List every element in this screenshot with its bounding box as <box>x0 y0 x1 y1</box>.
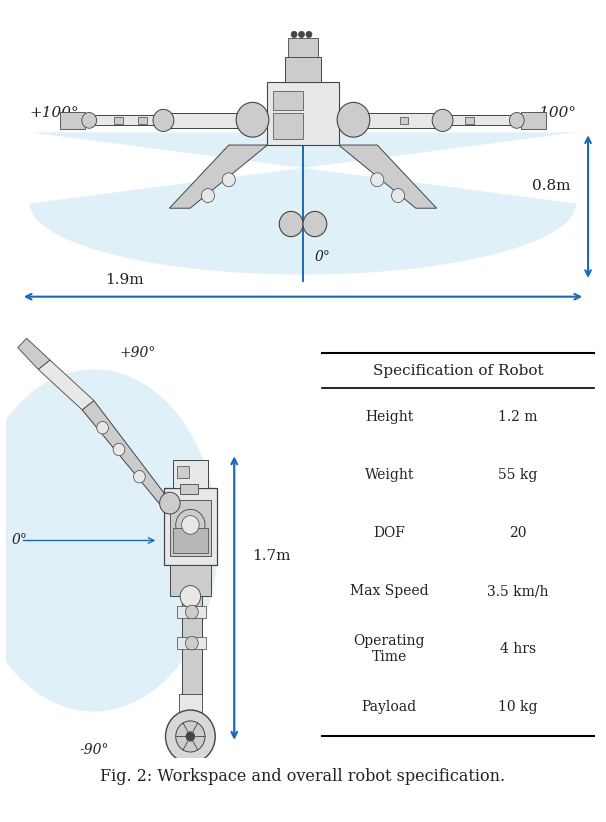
Bar <box>177 637 207 649</box>
Polygon shape <box>339 145 437 208</box>
Circle shape <box>201 188 215 202</box>
Bar <box>179 695 202 712</box>
Circle shape <box>97 422 108 434</box>
Bar <box>59 112 85 129</box>
Circle shape <box>391 188 405 202</box>
Bar <box>173 528 208 553</box>
Text: 0.8m: 0.8m <box>531 179 570 193</box>
Circle shape <box>159 492 180 514</box>
Text: 3.5 km/h: 3.5 km/h <box>487 584 549 598</box>
Bar <box>138 117 147 124</box>
Polygon shape <box>38 360 94 410</box>
Bar <box>177 466 189 478</box>
Circle shape <box>82 113 96 128</box>
Text: DOF: DOF <box>373 526 405 540</box>
Ellipse shape <box>0 369 218 712</box>
Circle shape <box>432 109 453 132</box>
Circle shape <box>176 721 205 752</box>
Polygon shape <box>18 339 50 369</box>
Text: 20: 20 <box>509 526 527 540</box>
Circle shape <box>279 211 303 237</box>
Bar <box>285 57 321 82</box>
Circle shape <box>182 515 199 534</box>
Circle shape <box>180 585 201 607</box>
Text: +90°: +90° <box>119 346 156 360</box>
Bar <box>362 113 437 127</box>
Bar <box>267 82 339 145</box>
Polygon shape <box>170 145 267 208</box>
Text: +100°: +100° <box>30 106 79 121</box>
Bar <box>288 38 318 57</box>
Bar <box>451 115 511 126</box>
Text: -90°: -90° <box>79 743 108 757</box>
Bar <box>170 500 211 556</box>
Bar <box>164 487 217 566</box>
Circle shape <box>510 113 524 128</box>
Bar <box>177 606 207 618</box>
Text: 1.7m: 1.7m <box>252 549 290 563</box>
Circle shape <box>165 710 215 763</box>
Circle shape <box>303 211 327 237</box>
Circle shape <box>371 173 384 187</box>
Bar <box>180 484 198 494</box>
Text: 55 kg: 55 kg <box>498 469 538 483</box>
Bar <box>273 91 303 110</box>
Circle shape <box>306 31 312 38</box>
Text: 1.9m: 1.9m <box>105 273 144 287</box>
Text: 0°: 0° <box>12 533 28 547</box>
Circle shape <box>186 732 195 741</box>
Text: Max Speed: Max Speed <box>350 584 428 598</box>
Bar <box>170 113 244 127</box>
Text: Specification of Robot: Specification of Robot <box>373 363 544 377</box>
Text: Payload: Payload <box>362 700 417 714</box>
Text: Height: Height <box>365 410 413 424</box>
Text: Operating
Time: Operating Time <box>353 635 425 664</box>
Circle shape <box>337 103 370 137</box>
Circle shape <box>222 173 235 187</box>
Circle shape <box>133 470 145 483</box>
Bar <box>182 597 202 696</box>
Text: 1.2 m: 1.2 m <box>498 410 538 424</box>
Bar <box>170 566 211 597</box>
Polygon shape <box>82 400 167 510</box>
Circle shape <box>236 103 269 137</box>
Text: Weight: Weight <box>365 469 414 483</box>
Circle shape <box>176 510 205 541</box>
Bar <box>521 112 547 129</box>
Bar <box>170 113 244 127</box>
Text: 0°: 0° <box>315 250 331 264</box>
Bar <box>115 117 124 124</box>
Bar <box>95 115 155 126</box>
Bar <box>399 117 408 124</box>
Polygon shape <box>30 132 576 275</box>
Bar <box>273 113 303 139</box>
Circle shape <box>153 109 174 132</box>
Bar <box>465 117 474 124</box>
Text: Fig. 2: Workspace and overall robot specification.: Fig. 2: Workspace and overall robot spec… <box>101 769 505 785</box>
Text: 4 hrs: 4 hrs <box>500 642 536 656</box>
Circle shape <box>299 31 304 38</box>
Text: -100°: -100° <box>534 106 576 121</box>
Circle shape <box>185 636 198 650</box>
Circle shape <box>185 605 198 619</box>
Text: 10 kg: 10 kg <box>498 700 538 714</box>
Bar <box>173 459 208 487</box>
Circle shape <box>113 443 125 455</box>
Circle shape <box>291 31 297 38</box>
